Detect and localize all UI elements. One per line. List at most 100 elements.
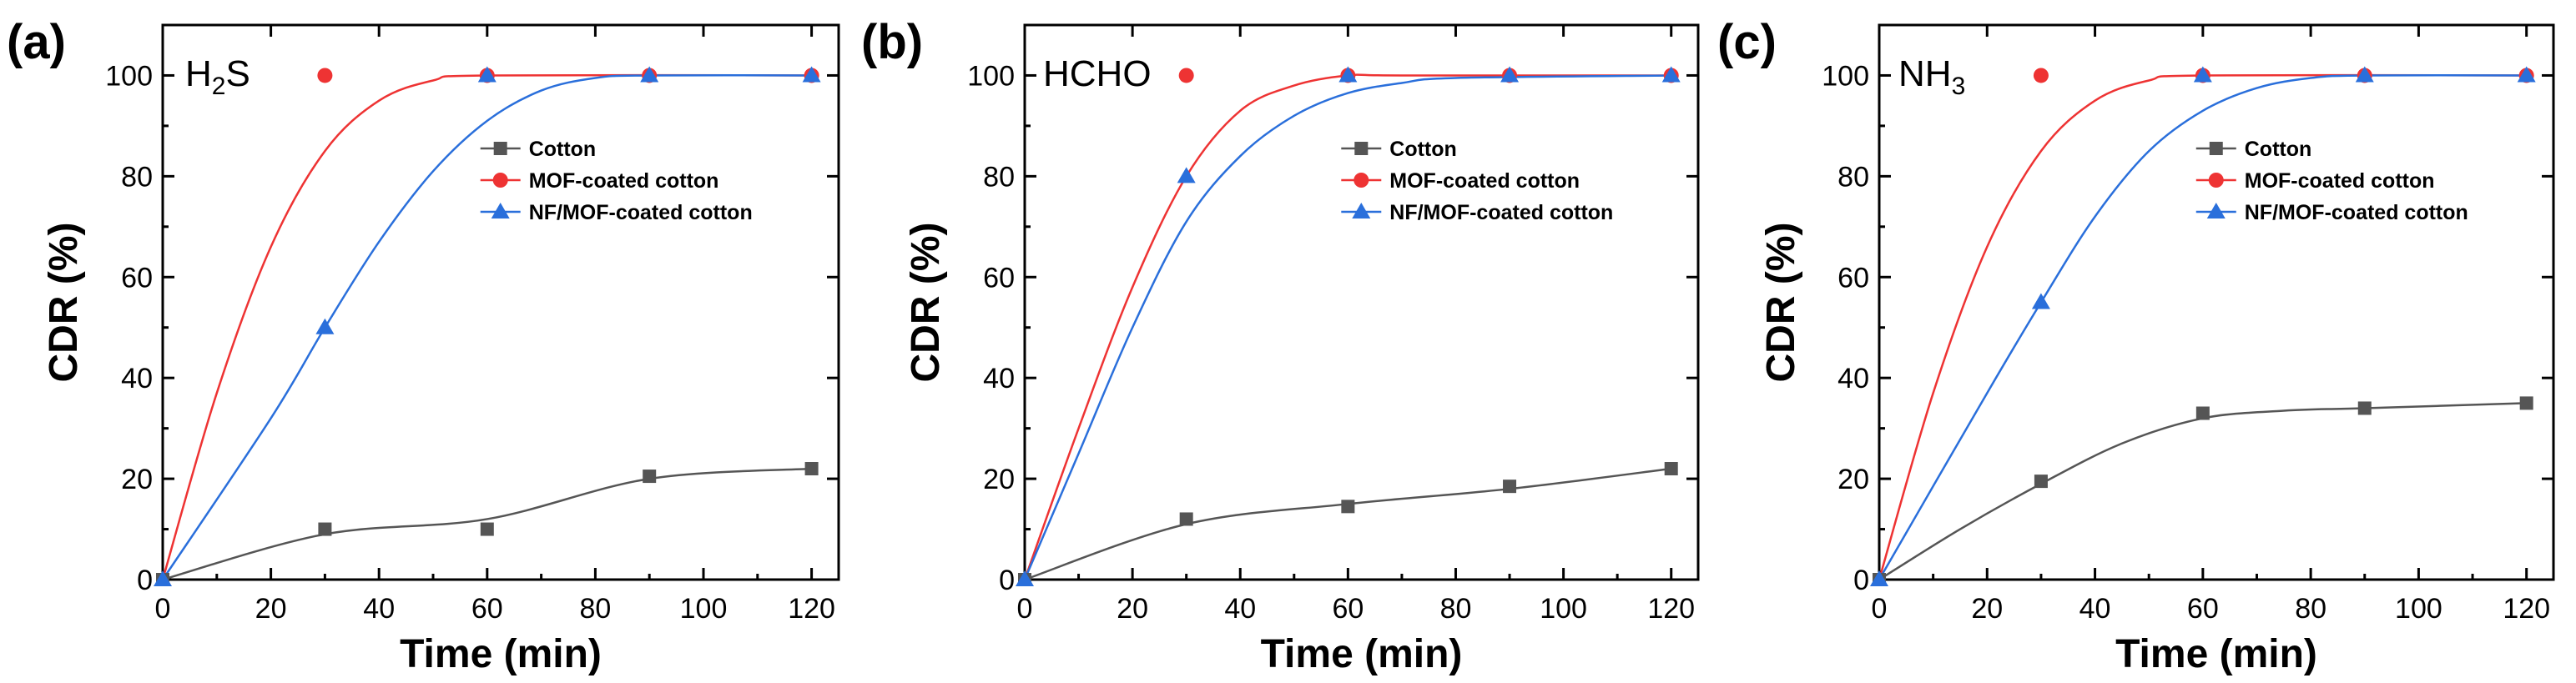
gas-label-main: H (185, 53, 212, 94)
y-axis-title: CDR (%) (904, 223, 948, 383)
y-tick-label: 100 (1822, 60, 1869, 92)
data-point-nf-mof-coated-cotton (1870, 570, 1888, 586)
data-point-nf-mof-coated-cotton (802, 66, 821, 83)
x-tick-label: 0 (1017, 593, 1033, 625)
y-tick-label: 60 (121, 262, 153, 294)
chart-panel-1: (a) H2S 0 20 40 60 80 100 120 0 20 40 60 80 100 Time (m… (7, 15, 840, 676)
data-point-nf-mof-coated-cotton (1500, 66, 1520, 83)
gas-label-subscript: 2 (212, 73, 226, 100)
data-point-cotton (804, 462, 819, 475)
x-tick-label: 60 (471, 593, 503, 625)
fit-curve-nf-mof-coated-cotton (1878, 73, 2527, 580)
data-point-mof-coated-cotton (1178, 68, 1194, 83)
x-tick-label: 40 (1224, 593, 1256, 625)
legend-marker-nf-mof-coated-cotton (2206, 203, 2226, 218)
y-tick-label: 40 (983, 363, 1015, 394)
legend-marker-mof-coated-cotton (1354, 173, 1369, 188)
x-axis-title: Time (min) (1261, 632, 1463, 676)
fit-curve-cotton (1024, 467, 1671, 581)
legend-label-cotton: Cotton (529, 138, 597, 161)
x-tick-label: 20 (1971, 593, 2003, 625)
fit-curve-nf-mof-coated-cotton (161, 73, 812, 580)
legend-label-nf-mof-coated-cotton: NF/MOF-coated cotton (529, 201, 753, 224)
x-tick-label: 80 (1440, 593, 1472, 625)
data-point-cotton (643, 470, 657, 484)
y-tick-label: 100 (967, 60, 1015, 92)
x-tick-label: 120 (2503, 593, 2550, 625)
y-tick-label: 100 (105, 60, 153, 92)
gas-label: H2S (185, 53, 250, 100)
x-axis-title: Time (min) (2115, 632, 2317, 676)
y-tick-label: 0 (999, 565, 1015, 596)
y-tick-label: 60 (1837, 262, 1869, 294)
fit-curve-mof-coated-cotton (1878, 73, 2527, 580)
fit-curve-cotton (162, 467, 812, 581)
data-point-nf-mof-coated-cotton (1338, 66, 1358, 83)
data-point-cotton (2357, 401, 2372, 415)
x-tick-label: 120 (788, 593, 835, 625)
fit-curve-mof-coated-cotton (161, 73, 812, 580)
data-point-cotton (2034, 475, 2048, 489)
x-tick-label: 120 (1647, 593, 1695, 625)
x-tick-label: 60 (2187, 593, 2219, 625)
legend-label-nf-mof-coated-cotton: NF/MOF-coated cotton (2245, 201, 2468, 224)
panel-label: (c) (1717, 15, 1777, 69)
data-point-cotton (1341, 500, 1355, 514)
y-tick-label: 60 (983, 262, 1015, 294)
y-tick-label: 80 (983, 161, 1015, 193)
data-point-cotton (1179, 512, 1193, 526)
data-point-nf-mof-coated-cotton (154, 570, 172, 586)
y-tick-label: 80 (1837, 161, 1869, 193)
legend: Cotton MOF-coated cotton NF/MOF-coated cot… (480, 138, 753, 224)
y-tick-label: 0 (1853, 565, 1869, 596)
y-tick-label: 20 (121, 464, 153, 495)
y-tick-label: 40 (1837, 363, 1869, 394)
chart-panel-2: (b) HCHO 0 20 40 60 80 100 120 0 20 40 60 80 100 Time (… (861, 15, 1700, 676)
fit-curve-nf-mof-coated-cotton (1023, 74, 1671, 580)
legend-label-cotton: Cotton (2245, 138, 2312, 161)
x-tick-label: 60 (1332, 593, 1364, 625)
legend-marker-nf-mof-coated-cotton (1352, 203, 1371, 218)
gas-label: HCHO (1043, 53, 1152, 94)
chart-panel-3: (c) NH3 0 20 40 60 80 100 120 0 20 40 60 80 100 Time (m… (1717, 15, 2555, 676)
x-tick-label: 40 (2079, 593, 2111, 625)
data-point-nf-mof-coated-cotton (1177, 167, 1196, 183)
x-tick-label: 100 (680, 593, 728, 625)
y-axis-title: CDR (%) (1759, 223, 1803, 383)
legend-marker-cotton (493, 142, 507, 155)
legend-label-mof-coated-cotton: MOF-coated cotton (2245, 169, 2435, 193)
fit-curve-mof-coated-cotton (1023, 73, 1671, 580)
gas-label-subscript: 3 (1952, 73, 1966, 100)
data-point-mof-coated-cotton (317, 68, 333, 83)
y-tick-label: 0 (137, 565, 153, 596)
x-tick-label: 20 (255, 593, 287, 625)
data-point-nf-mof-coated-cotton (477, 66, 497, 83)
data-point-nf-mof-coated-cotton (1016, 570, 1034, 586)
gas-label: NH3 (1898, 53, 1965, 100)
legend: Cotton MOF-coated cotton NF/MOF-coated cot… (1341, 138, 1613, 224)
data-point-nf-mof-coated-cotton (2355, 66, 2374, 83)
y-tick-label: 40 (121, 363, 153, 394)
legend-marker-cotton (2209, 142, 2223, 155)
data-point-cotton (1503, 480, 1517, 494)
x-tick-label: 100 (1540, 593, 1587, 625)
data-point-mof-coated-cotton (2033, 68, 2049, 83)
data-point-nf-mof-coated-cotton (315, 318, 335, 334)
y-tick-label: 20 (1837, 464, 1869, 495)
y-axis-title: CDR (%) (42, 223, 86, 383)
data-point-nf-mof-coated-cotton (640, 66, 659, 83)
x-axis-title: Time (min) (400, 632, 602, 676)
data-point-nf-mof-coated-cotton (2031, 293, 2050, 309)
legend-label-mof-coated-cotton: MOF-coated cotton (1389, 169, 1580, 193)
gas-label-main: NH (1898, 53, 1952, 94)
legend-label-cotton: Cotton (1389, 138, 1457, 161)
y-tick-label: 80 (121, 161, 153, 193)
x-tick-label: 0 (1872, 593, 1888, 625)
legend-marker-nf-mof-coated-cotton (491, 203, 510, 218)
legend-label-mof-coated-cotton: MOF-coated cotton (529, 169, 719, 193)
data-point-nf-mof-coated-cotton (1661, 66, 1681, 83)
plot-frame (1023, 23, 1700, 581)
panel-label: (a) (7, 15, 66, 69)
legend-marker-mof-coated-cotton (492, 173, 508, 188)
x-tick-label: 0 (155, 593, 171, 625)
